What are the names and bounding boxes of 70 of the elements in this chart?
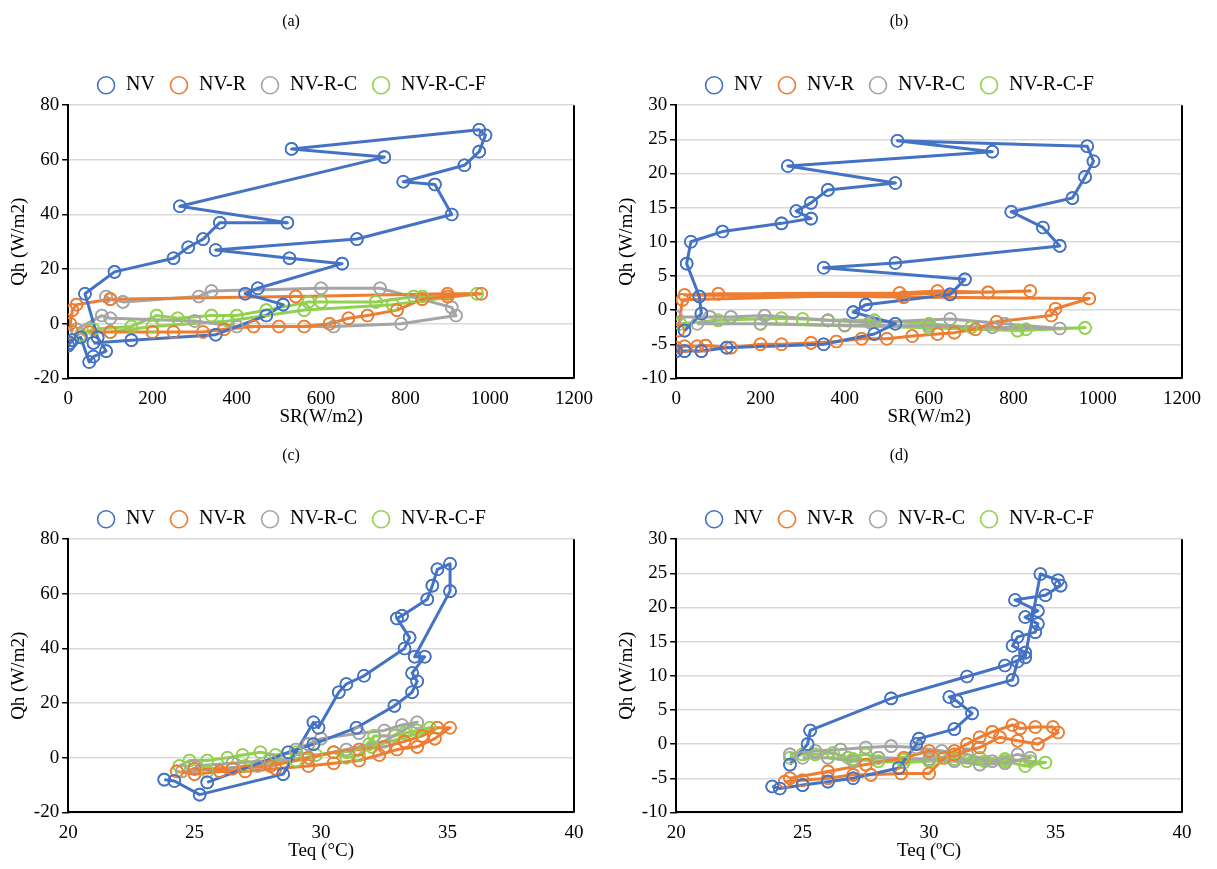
y-tick-label: 30 — [648, 527, 668, 549]
y-tick-label: 0 — [49, 311, 60, 333]
y-tick-label: -5 — [651, 332, 668, 354]
y-tick-label: -20 — [33, 366, 60, 388]
y-tick-label: 40 — [40, 636, 60, 658]
x-tick-label: 25 — [185, 820, 205, 842]
legend-label: NV-R-C-F — [1009, 72, 1094, 95]
y-tick-label: -10 — [641, 366, 668, 388]
legend-label: NV-R — [198, 506, 247, 529]
legend-label: NV-R-C — [290, 72, 358, 95]
x-tick-label: 800 — [999, 386, 1028, 408]
x-tick-label: 40 — [1172, 820, 1192, 842]
y-tick-label: 60 — [40, 581, 60, 603]
y-tick-label: 25 — [648, 127, 668, 149]
y-tick-label: 0 — [657, 732, 668, 754]
legend-label: NV-R — [806, 506, 855, 529]
x-tick-label: 25 — [793, 820, 813, 842]
y-tick-label: 0 — [657, 298, 668, 320]
y-tick-label: 80 — [40, 527, 60, 549]
y-axis-title: Qh (W/m2) — [615, 631, 638, 720]
y-tick-label: 20 — [648, 161, 668, 183]
legend-label: NV-R-C-F — [401, 72, 486, 95]
x-tick-label: 800 — [391, 386, 420, 408]
x-tick-label: 35 — [438, 820, 458, 842]
y-tick-label: 40 — [40, 202, 60, 224]
y-tick-label: 10 — [648, 229, 668, 251]
y-tick-label: 15 — [648, 629, 668, 651]
chart-title: (b) — [889, 11, 909, 30]
x-tick-label: 1000 — [470, 386, 509, 408]
y-tick-label: 25 — [648, 561, 668, 583]
legend-label: NV — [734, 72, 764, 95]
y-axis-title: Qh (W/m2) — [615, 197, 638, 286]
chart-title: (a) — [282, 11, 300, 30]
y-tick-label: 30 — [648, 93, 668, 115]
x-tick-label: 1200 — [555, 386, 593, 408]
legend-label: NV — [126, 506, 156, 529]
y-axis-title: Qh (W/m2) — [7, 631, 30, 720]
y-tick-label: -20 — [33, 800, 60, 822]
y-tick-label: 0 — [49, 745, 60, 767]
x-tick-label: 200 — [138, 386, 167, 408]
legend-label: NV-R — [806, 72, 855, 95]
chart-title: (c) — [282, 445, 300, 464]
x-tick-label: 400 — [830, 386, 859, 408]
legend-label: NV-R — [198, 72, 247, 95]
chart-title: (d) — [889, 445, 909, 464]
legend-label: NV-R-C-F — [1009, 506, 1094, 529]
legend-label: NV — [126, 72, 156, 95]
y-tick-label: -5 — [651, 766, 668, 788]
y-tick-label: 5 — [657, 697, 668, 719]
x-tick-label: 40 — [564, 820, 584, 842]
y-tick-label: 80 — [40, 93, 60, 115]
x-tick-label: 200 — [746, 386, 775, 408]
x-tick-label: 1200 — [1163, 386, 1201, 408]
legend-label: NV-R-C — [290, 506, 358, 529]
x-tick-label: 35 — [1046, 820, 1066, 842]
y-tick-label: 60 — [40, 147, 60, 169]
x-tick-label: 400 — [222, 386, 251, 408]
y-tick-label: 20 — [40, 691, 60, 713]
x-tick-label: 1000 — [1078, 386, 1117, 408]
legend-label: NV-R-C — [898, 72, 966, 95]
legend-label: NV — [734, 506, 764, 529]
y-tick-label: 10 — [648, 663, 668, 685]
y-tick-label: 5 — [657, 263, 668, 285]
y-tick-label: 15 — [648, 195, 668, 217]
y-tick-label: 20 — [648, 595, 668, 617]
legend-label: NV-R-C — [898, 506, 966, 529]
legend-label: NV-R-C-F — [401, 506, 486, 529]
y-tick-label: 20 — [40, 257, 60, 279]
y-tick-label: -10 — [641, 800, 668, 822]
y-axis-title: Qh (W/m2) — [7, 197, 30, 286]
